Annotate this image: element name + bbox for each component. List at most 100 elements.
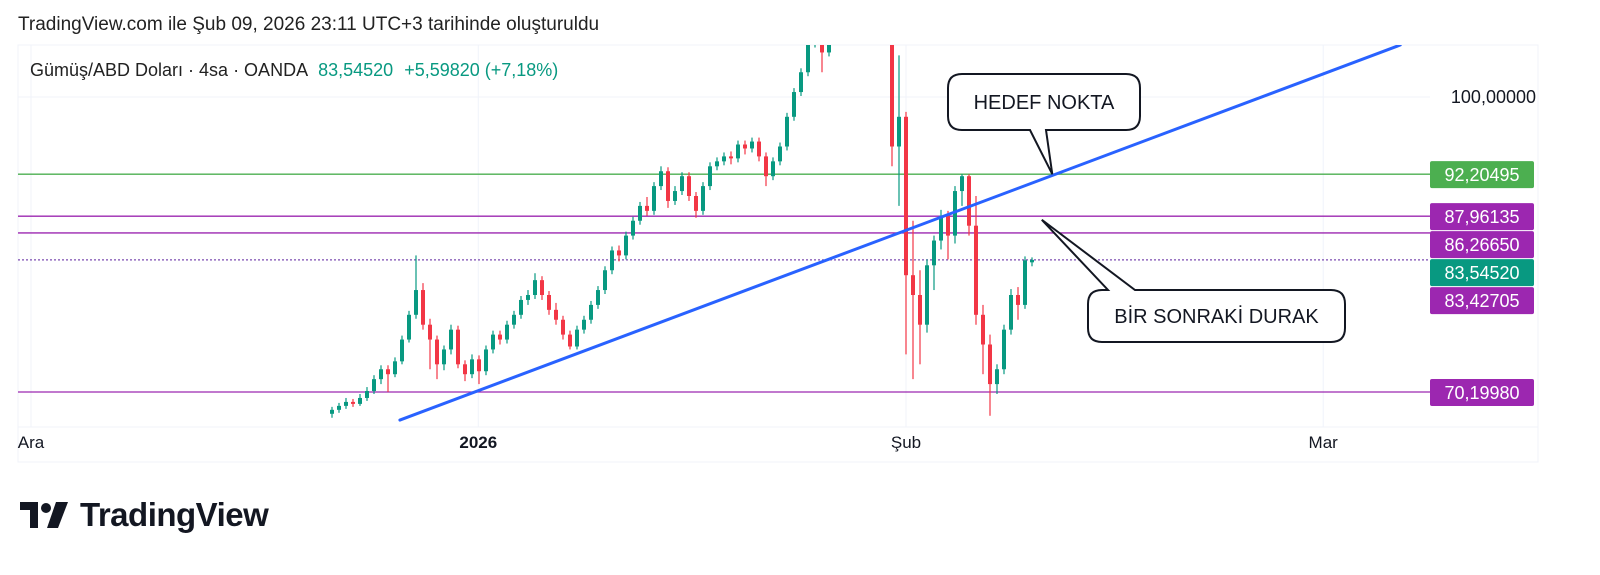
candle-body [708, 166, 712, 187]
trendline-layer [398, 45, 1402, 422]
price-change: +5,59820 (+7,18%) [404, 60, 559, 80]
price-label-text: 83,42705 [1444, 291, 1519, 311]
candle-body [526, 295, 530, 300]
candle-body [631, 220, 635, 236]
candle-body [960, 176, 964, 192]
candle-body [330, 409, 334, 414]
candle-body [351, 401, 355, 404]
candle-body [652, 186, 656, 211]
candle-body [414, 290, 418, 315]
price-label-badge [1430, 161, 1534, 189]
candle-body [547, 295, 551, 310]
candle-body [820, 45, 824, 53]
candle-body [939, 215, 943, 241]
candle-body [981, 314, 985, 345]
grid [18, 45, 1430, 427]
candle-body [988, 344, 992, 385]
price-label-badge [1430, 231, 1534, 259]
candle-body [449, 329, 453, 350]
candle-body [540, 280, 544, 295]
candle-body [421, 290, 425, 325]
candle-body [533, 280, 537, 295]
candle-body [1009, 295, 1013, 330]
candle-body [463, 364, 467, 375]
symbol-legend: Gümüş/ABD Doları · 4sa · OANDA 83,54520 … [30, 60, 558, 81]
candle-body [386, 369, 390, 375]
candle-body [1002, 329, 1006, 370]
tradingview-logo-icon [20, 502, 68, 528]
candle-body [603, 270, 607, 291]
candle-body [890, 45, 894, 147]
brand-name: TradingView [80, 496, 269, 533]
candle-body [911, 275, 915, 295]
x-tick-label: Ara [18, 433, 45, 452]
candle-body [337, 405, 341, 410]
candle-body [932, 240, 936, 266]
candle-body [729, 156, 733, 159]
candle-body [771, 161, 775, 177]
candle-body [645, 205, 649, 211]
candle-body [358, 397, 362, 404]
candle-body [589, 304, 593, 320]
price-label-text: 70,19980 [1444, 383, 1519, 403]
trendline [398, 45, 1402, 422]
candle-body [757, 141, 761, 157]
candle-body [554, 309, 558, 320]
x-tick-label: Mar [1309, 433, 1339, 452]
candle-body [512, 314, 516, 325]
candle-body [834, 18, 838, 38]
candle-body [659, 171, 663, 187]
callout-box [1041, 218, 1346, 343]
candle-body [505, 324, 509, 340]
candle-body [582, 319, 586, 330]
candle-body [925, 265, 929, 325]
candle-body [344, 401, 348, 406]
candle-body [673, 191, 677, 201]
candle-body [498, 334, 502, 340]
candle-body [372, 379, 376, 392]
candle-body [610, 250, 614, 271]
horizontal-levels [18, 173, 1430, 393]
callout-box [947, 73, 1141, 175]
candle-body [764, 156, 768, 177]
candle-body [393, 361, 397, 375]
candle-body [561, 319, 565, 335]
candle-body [736, 144, 740, 159]
candle-body [806, 45, 810, 73]
candle-body [946, 215, 950, 236]
candle-body [918, 295, 922, 325]
candle-body [841, 8, 845, 18]
price-label-text: 83,54520 [1444, 263, 1519, 283]
price-label-text: 86,26650 [1444, 235, 1519, 255]
candle-body [785, 116, 789, 147]
callout-text: HEDEF NOKTA [974, 92, 1115, 114]
candle-body [813, 28, 817, 43]
candle-body [827, 45, 831, 53]
candle-body [778, 146, 782, 162]
y-tick-label: 100,00000 [1451, 87, 1536, 107]
price-label-text: 92,20495 [1444, 165, 1519, 185]
candle-body [379, 369, 383, 380]
candle-body [967, 176, 971, 226]
price-label-badge [1430, 203, 1534, 231]
candle-body [428, 324, 432, 340]
candle-body [722, 156, 726, 162]
last-price: 83,54520 [318, 60, 394, 80]
candle-body [519, 299, 523, 315]
price-label-badge [1430, 259, 1534, 287]
candle-body [750, 141, 754, 149]
candle-body [715, 161, 719, 167]
candle-body [575, 329, 579, 347]
candle-body [624, 235, 628, 256]
callout-text: BİR SONRAKİ DURAK [1114, 305, 1319, 328]
candle-body [617, 250, 621, 256]
candle-body [1016, 295, 1020, 305]
candle-body [974, 225, 978, 315]
callouts: HEDEF NOKTA BİR SONRAKİ DURAK [947, 73, 1346, 343]
tradingview-logo: TradingView [20, 496, 269, 534]
candle-body [694, 196, 698, 211]
candle-body [680, 176, 684, 192]
candle-body [666, 171, 670, 201]
candle-body [568, 334, 572, 347]
